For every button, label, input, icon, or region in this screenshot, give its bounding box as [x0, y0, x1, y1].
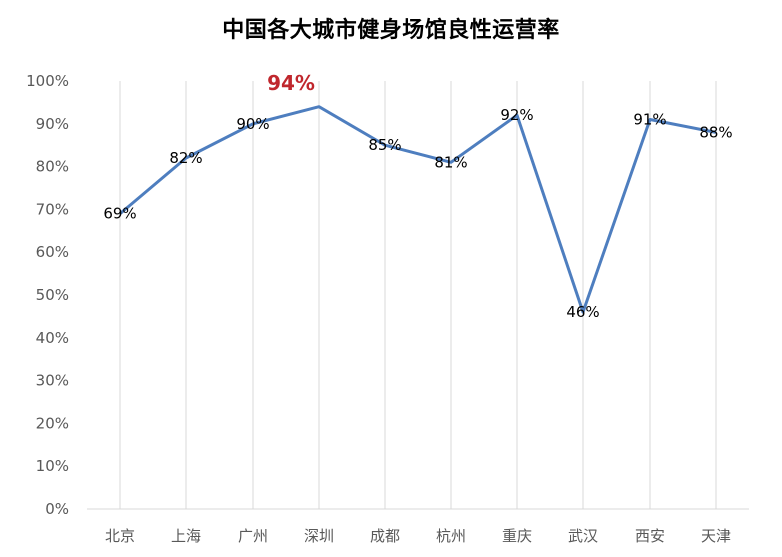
y-tick-label: 60% — [36, 243, 69, 261]
y-tick-label: 10% — [36, 457, 69, 475]
x-tick-label: 北京 — [105, 527, 135, 545]
data-label: 81% — [434, 153, 467, 171]
highlight-data-label: 94% — [267, 71, 315, 95]
y-tick-label: 30% — [36, 372, 69, 390]
x-axis-ticks: 北京 上海 广州 深圳 成都 杭州 重庆 武汉 西安 天津 — [105, 527, 731, 545]
data-label: 85% — [368, 136, 401, 154]
y-axis-ticks: 0% 10% 20% 30% 40% 50% 60% 70% 80% 90% 100% — [26, 72, 69, 518]
x-tick-label: 成都 — [370, 527, 400, 545]
data-label: 82% — [169, 149, 202, 167]
y-tick-label: 40% — [36, 329, 69, 347]
series-line — [119, 105, 717, 314]
x-tick-label: 武汉 — [568, 527, 598, 545]
data-label: 90% — [236, 115, 269, 133]
x-tick-label: 上海 — [171, 527, 201, 545]
x-tick-label: 广州 — [238, 527, 268, 545]
y-tick-label: 70% — [36, 200, 69, 218]
data-label: 69% — [103, 205, 136, 223]
vertical-gridlines — [119, 81, 717, 509]
x-tick-label: 天津 — [701, 527, 731, 545]
x-tick-label: 深圳 — [304, 527, 334, 545]
y-tick-label: 80% — [36, 158, 69, 176]
data-label: 88% — [699, 123, 732, 141]
data-label: 92% — [500, 106, 533, 124]
x-tick-label: 西安 — [635, 527, 665, 545]
x-tick-label: 杭州 — [436, 527, 466, 545]
data-labels: 69% 82% 90% 94% 85% 81% 92% 46% 91% 88% — [103, 71, 732, 321]
chart-title: 中国各大城市健身场馆良性运营率 — [222, 18, 560, 43]
y-tick-label: 20% — [36, 414, 69, 432]
x-tick-label: 重庆 — [502, 527, 532, 545]
y-tick-label: 0% — [45, 500, 69, 518]
y-tick-label: 100% — [26, 72, 69, 90]
data-label: 46% — [566, 303, 599, 321]
y-tick-label: 90% — [36, 115, 69, 133]
y-tick-label: 50% — [36, 286, 69, 304]
data-label: 91% — [633, 111, 666, 129]
